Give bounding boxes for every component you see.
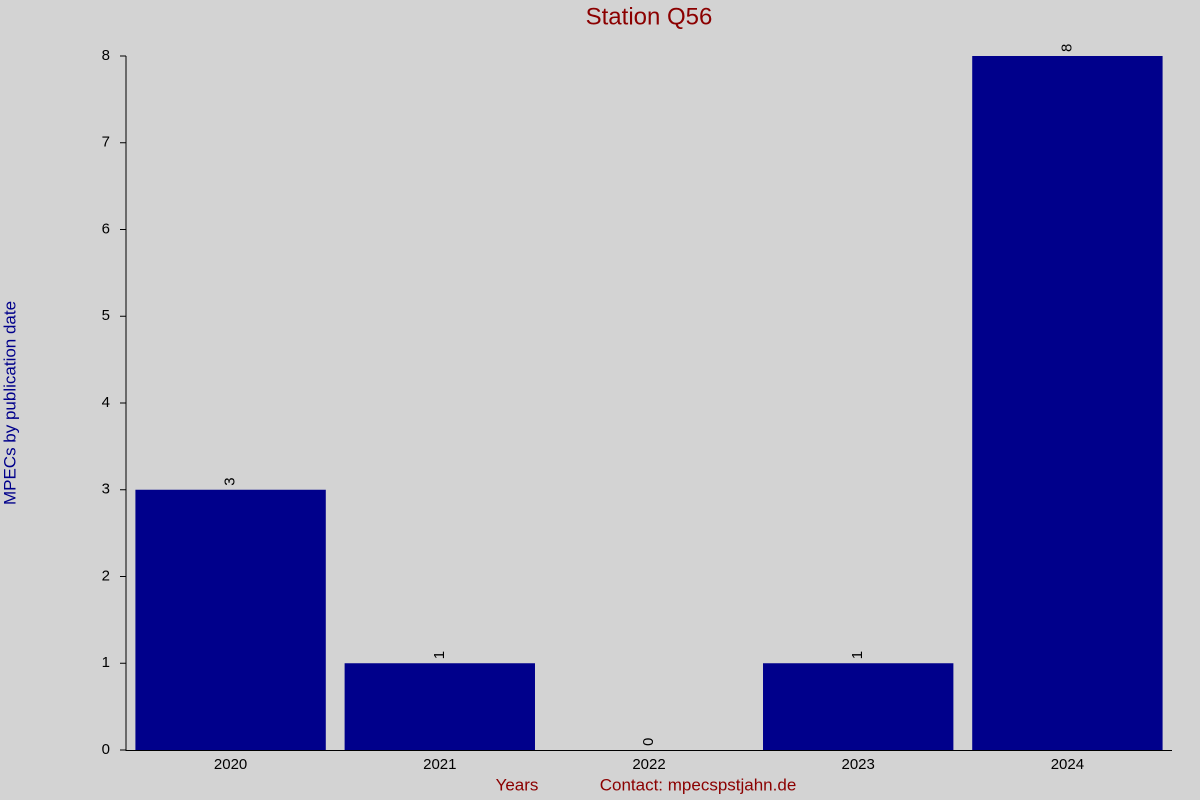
x-tick-label: 2022 <box>632 756 665 773</box>
x-tick-label: 2024 <box>1051 756 1084 773</box>
bar <box>763 663 954 750</box>
value-label: 0 <box>640 738 657 746</box>
footer: Contact: mpecspstjahn.de <box>600 775 797 794</box>
bar <box>135 489 326 750</box>
value-label: 8 <box>1058 44 1075 52</box>
y-axis-label: MPECs by publication date <box>0 301 19 505</box>
y-tick-label: 2 <box>102 567 110 584</box>
y-tick-label: 1 <box>102 654 110 671</box>
y-tick-label: 7 <box>102 134 110 151</box>
bar <box>972 56 1163 750</box>
y-tick-label: 3 <box>102 481 110 498</box>
value-label: 1 <box>849 651 866 659</box>
y-tick-label: 0 <box>102 741 110 758</box>
x-tick-label: 2020 <box>214 756 247 773</box>
value-label: 3 <box>222 477 239 485</box>
y-tick-label: 5 <box>102 307 110 324</box>
y-tick-label: 6 <box>102 220 110 237</box>
bar <box>344 663 535 750</box>
x-tick-label: 2023 <box>842 756 875 773</box>
chart-title: Station Q56 <box>586 3 713 30</box>
y-tick-label: 4 <box>102 394 110 411</box>
x-axis-label: Years <box>496 775 539 794</box>
value-label: 1 <box>431 651 448 659</box>
x-tick-label: 2021 <box>423 756 456 773</box>
y-tick-label: 8 <box>102 47 110 64</box>
